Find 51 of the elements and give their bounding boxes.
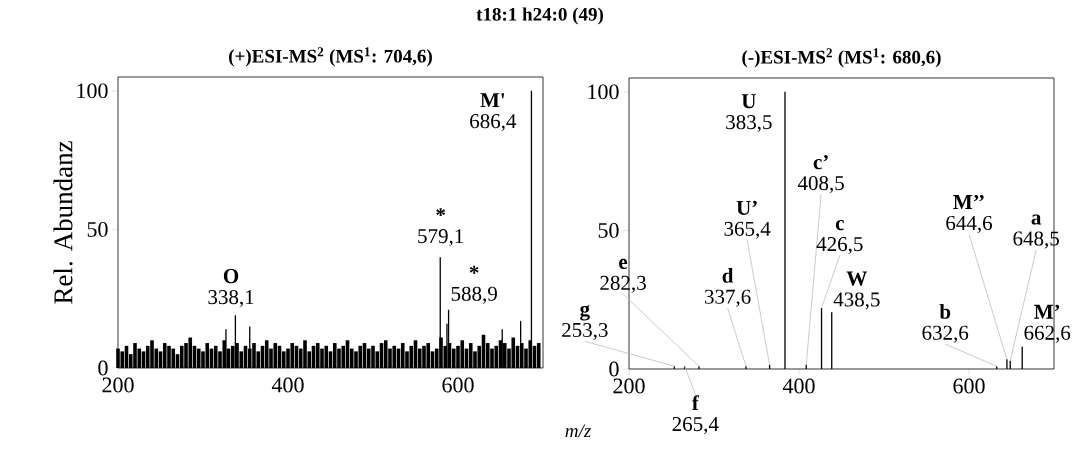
annotation: 365,4 [724,221,771,239]
x-tick-label: 600 [953,378,985,394]
annotation: * [469,265,479,274]
x-axis-title: m/z [565,424,591,438]
annotation: 338,1 [208,290,254,308]
annotation: 648,5 [1013,231,1059,249]
annotation: 282,3 [600,275,646,293]
y-tick-label: 100 [77,83,108,99]
annotation: W [846,271,867,286]
x-tick-label: 400 [782,378,815,394]
y-tick-label: 100 [588,84,619,100]
chart-subtitle: (+)ESI-MS$^{2}$ (MS$^{1}$: 704,6) [229,47,432,67]
annotation: 662,6 [1024,325,1071,343]
x-tick-label: 600 [442,377,474,393]
annotation: 408,5 [797,176,844,194]
annotation: 588,9 [451,286,497,304]
chart-subtitle: (-)ESI-MS$^{2}$ (MS$^{1}$: 680,6) [742,48,941,68]
annotation: b [939,304,951,319]
annotation: d [722,268,734,283]
x-tick-label: 200 [102,377,134,393]
annotation: 644,6 [946,215,993,234]
annotation: c [835,220,844,231]
annotation: U [741,94,756,109]
annotation: M’ [1034,304,1060,319]
annotation: 632,6 [922,325,969,343]
y-tick-label: 0 [98,360,108,376]
y-tick-label: 50 [598,223,619,238]
annotation: 426,5 [816,237,863,255]
annotation: a [1031,214,1042,225]
y-tick-label: 50 [87,222,108,237]
annotation: 438,5 [833,292,880,310]
annotation: U’ [736,200,757,215]
text: 253,3 [562,322,608,341]
annotation: 686,4 [470,114,517,132]
annotation: c’ [813,155,828,170]
annotation: e [619,258,628,269]
y-tick-label: 0 [609,361,619,377]
x-tick-label: 400 [271,377,304,393]
x-tick-label: 200 [613,378,645,394]
y-axis-title: Rel. Abundanz [53,141,73,304]
annotation: O [223,269,239,284]
annotation: 579,1 [418,229,464,247]
annotation: M' [480,93,505,107]
chart-title: t18:1 h24:0 (49) [476,7,604,25]
annotation: M’’ [953,194,984,209]
annotation: 383,5 [726,115,772,133]
annotation: 337,6 [704,289,751,307]
annotation: g [580,305,590,321]
annotation: * [436,208,446,217]
text: 265,4 [672,417,719,435]
annotation: f [691,395,700,410]
